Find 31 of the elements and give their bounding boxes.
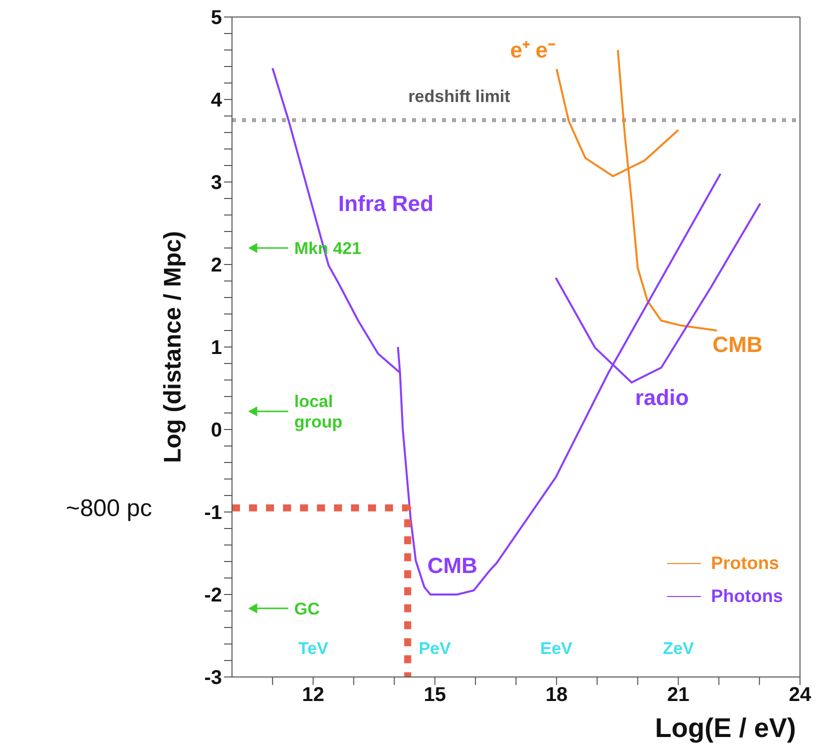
x-tick-label: 15	[424, 684, 446, 706]
annotation: GC	[294, 599, 320, 618]
legend-label: Protons	[711, 553, 780, 574]
annotation: e⁺ e⁻	[510, 38, 556, 63]
y-tick-label: 1	[210, 337, 222, 360]
y-tick-label: -3	[204, 667, 222, 690]
y-tick-label: -1	[204, 502, 222, 524]
y-tick-label: 3	[210, 172, 222, 194]
x-tick-label: 21	[667, 684, 690, 706]
y-tick-label: 2	[210, 254, 222, 277]
ref-line-label: redshift limit	[408, 87, 511, 106]
y-tick-label: 0	[210, 420, 222, 442]
annotation: PeV	[418, 638, 452, 658]
x-tick-label: 18	[545, 684, 568, 706]
x-tick-label: 24	[788, 684, 812, 706]
x-axis-title: Log(E / eV)	[655, 713, 796, 743]
annotation: CMB	[427, 553, 478, 578]
y-tick-label: -2	[204, 584, 222, 607]
y-tick-label: 4	[210, 90, 223, 112]
text: ~800 pc	[66, 495, 152, 522]
annotation: TeV	[298, 638, 329, 658]
annotation: ZeV	[662, 638, 695, 658]
y-axis-title: Log (distance / Mpc)	[160, 230, 187, 464]
annotation: CMB	[712, 332, 763, 358]
annotation: Infra Red	[338, 191, 434, 216]
annotation: radio	[635, 384, 689, 410]
annotation: EeV	[540, 638, 574, 658]
y-tick-label: 5	[210, 7, 222, 30]
annotation: local group	[294, 392, 342, 432]
legend-label: Photons	[711, 586, 783, 607]
x-tick-label: 12	[302, 684, 324, 706]
